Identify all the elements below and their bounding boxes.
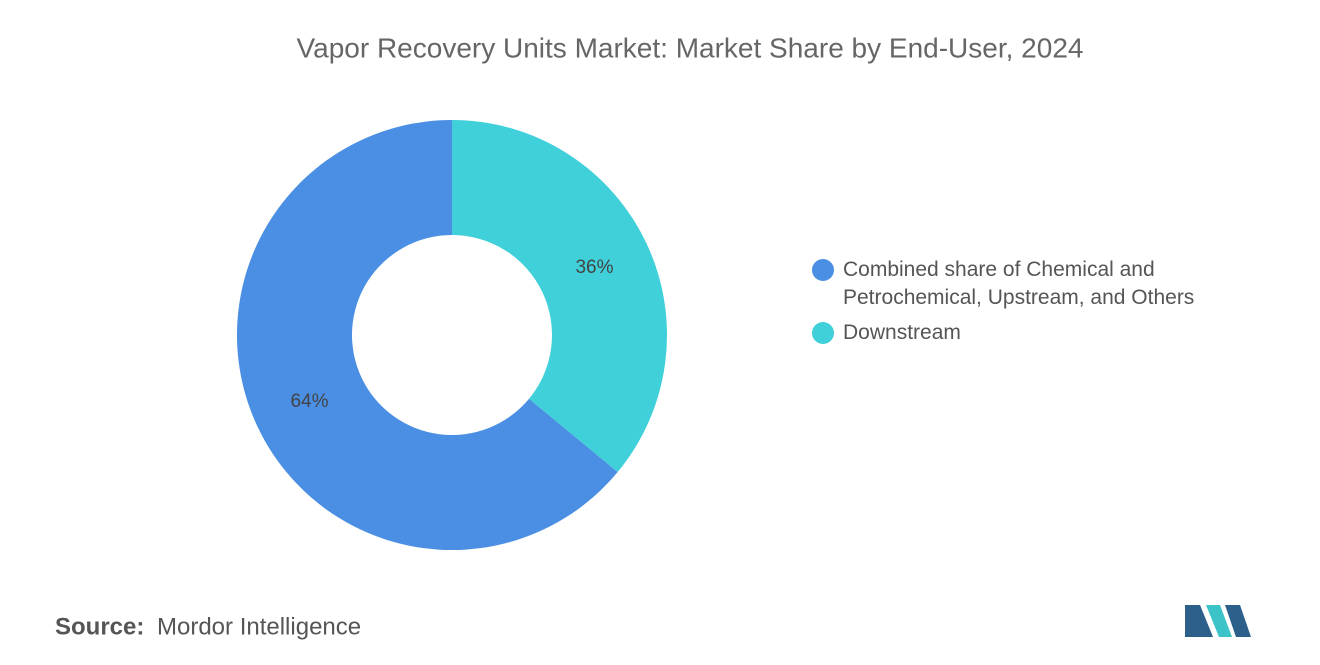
slice — [452, 120, 667, 473]
legend-item: Combined share of Chemical and Petrochem… — [812, 256, 1212, 312]
legend-swatch — [812, 322, 834, 344]
legend-swatch — [812, 259, 834, 281]
legend-item: Downstream — [812, 319, 1212, 347]
legend-label: Downstream — [843, 321, 961, 344]
legend-label: Combined share of Chemical and Petrochem… — [843, 258, 1195, 309]
legend: Combined share of Chemical and Petrochem… — [812, 256, 1212, 354]
chart-title: Vapor Recovery Units Market: Market Shar… — [297, 32, 1084, 63]
value-label: 64% — [290, 391, 328, 412]
source: Mordor Intelligence — [157, 613, 361, 640]
donut: 64% 36% — [236, 120, 667, 550]
logo — [1185, 605, 1251, 637]
value-label: 36% — [575, 257, 613, 278]
slice — [236, 120, 618, 550]
source-label: Source: — [55, 613, 144, 640]
